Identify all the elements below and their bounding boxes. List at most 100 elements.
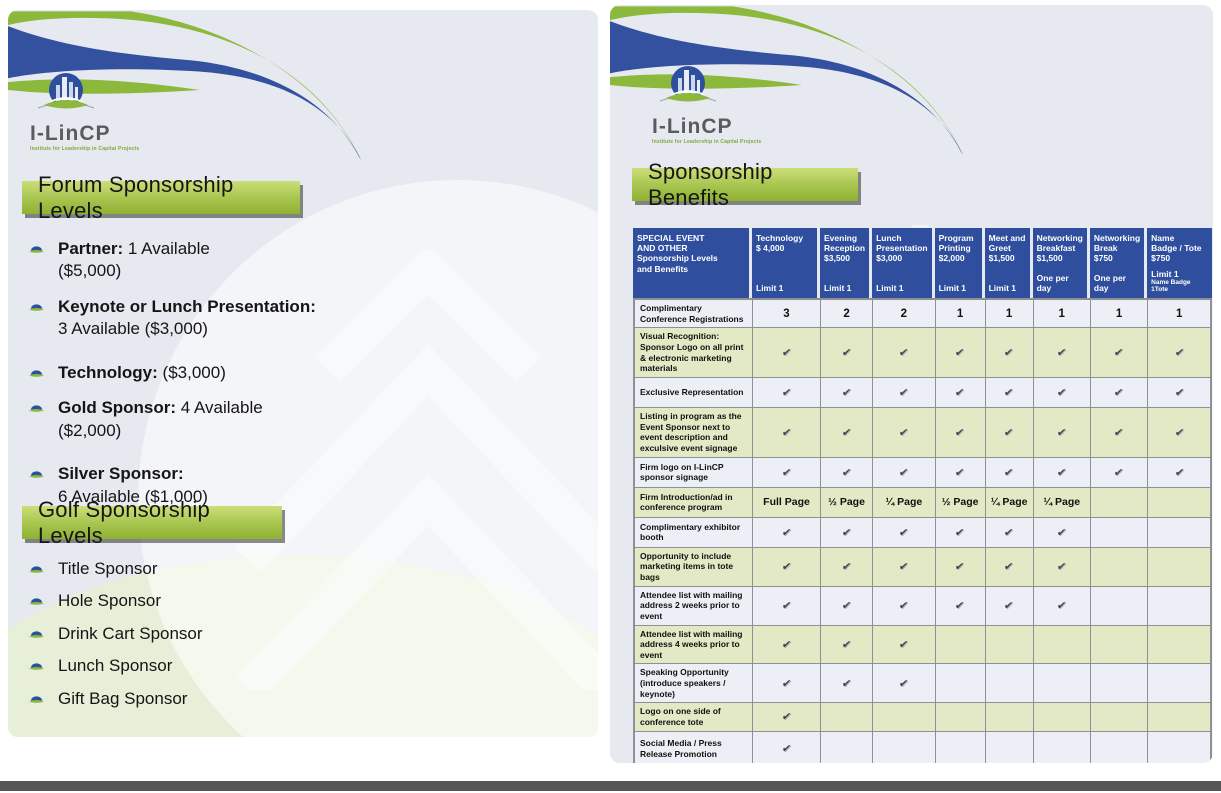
benefit-cell: ✔ [934,517,985,548]
check-icon: ✔ [1056,386,1068,399]
benefit-cell [820,731,873,763]
benefit-cell: 1 [934,298,985,329]
benefit-cell: ✔ [752,407,820,458]
check-icon: ✔ [954,426,966,439]
benefit-cell: 1 [984,298,1033,329]
list-item: Gold Sponsor: 4 Available ($2,000) [28,397,378,442]
benefit-row: Speaking Opportunity (introduce speakers… [633,664,1213,704]
check-icon: ✔ [780,426,792,439]
benefit-cell: ✔ [1089,377,1148,408]
check-icon: ✔ [841,466,852,479]
forum-banner-label: Forum Sponsorship Levels [38,171,234,223]
golf-banner: Golf Sponsorship Levels [22,497,282,548]
column-header: Program Printing $2,000 Limit 1 [934,228,985,298]
check-icon: ✔ [841,638,852,651]
check-icon: ✔ [954,561,966,574]
benefit-row-label: Complimentary Conference Registrations [633,298,752,329]
mini-logo-bullet-icon [28,471,45,478]
check-icon: ✔ [1003,426,1015,439]
column-header: Name Badge / Tote $750 Limit 1 Name Badge 1… [1147,228,1213,298]
benefit-cell: ✔ [934,547,985,587]
column-header: Meet and Greet $1,500 Limit 1 [984,228,1033,298]
check-icon: ✔ [1173,386,1185,399]
mini-logo-bullet-icon [28,696,45,703]
item-line2: ($5,000) [58,261,122,281]
check-icon: ✔ [954,386,966,399]
benefit-cell: ✔ [1147,377,1213,408]
check-icon: ✔ [898,526,910,539]
benefit-cell: ✔ [1032,328,1090,378]
benefit-cell: 2 [820,298,873,329]
check-icon: ✔ [1173,426,1185,439]
check-icon: ✔ [1113,466,1125,479]
benefit-cell: 2 [872,298,935,329]
mini-logo-bullet-icon [28,598,45,606]
item-title: Technology: [58,362,158,382]
benefit-cell: ✔ [752,625,820,665]
benefit-cell [820,703,873,732]
benefit-row-label: Speaking Opportunity (introduce speakers… [633,664,752,704]
check-icon: ✔ [1003,347,1015,359]
benefit-cell [1089,664,1148,704]
check-icon: ✔ [1003,386,1015,399]
ilincp-logo: I-LinCP Institute for Leadership in Capi… [30,72,180,152]
benefit-cell: ✔ [984,517,1033,548]
benefit-cell [1089,517,1148,548]
benefit-cell [1147,625,1213,665]
benefit-cell [1147,586,1213,626]
benefit-cell: ✔ [934,377,985,408]
golf-sponsorship-list: Title Sponsor Hole Sponsor Drink Cart Sp… [28,558,348,720]
check-icon: ✔ [898,466,910,479]
benefit-cell: ✔ [820,625,873,665]
benefit-cell: ¼ Page [1032,487,1090,518]
column-header: Technology $ 4,000 Limit 1 [752,228,820,298]
check-icon: ✔ [1003,561,1015,574]
benefit-cell: ✔ [820,328,873,378]
forum-banner: Forum Sponsorship Levels [22,172,300,223]
check-icon: ✔ [841,347,852,359]
benefit-cell [984,731,1033,763]
benefit-cell: ✔ [984,328,1033,378]
golf-item-label: Title Sponsor [58,559,158,578]
benefit-cell [1147,547,1213,587]
table-corner-label: SPECIAL EVENT AND OTHER Sponsorship Leve… [633,228,752,298]
check-icon: ✔ [1056,466,1068,479]
benefit-cell [1032,731,1090,763]
check-icon: ✔ [780,386,792,399]
benefit-cell: ✔ [1032,517,1090,548]
benefit-row: Logo on one side of conference tote ✔ [633,703,1213,732]
check-icon: ✔ [954,466,966,479]
footer-bar [0,781,1221,791]
benefit-cell: ✔ [820,664,873,704]
benefit-cell: ✔ [1032,377,1090,408]
benefit-cell: ✔ [1032,457,1090,488]
benefit-cell [984,625,1033,665]
benefit-row: Listing in program as the Event Sponsor … [633,407,1213,458]
golf-item-label: Gift Bag Sponsor [58,688,188,708]
benefit-cell: ✔ [820,517,873,548]
golf-item-label: Drink Cart Sponsor [58,623,203,643]
benefit-cell [934,703,985,732]
benefit-row: Visual Recognition: Sponsor Logo on all … [633,328,1213,378]
benefit-cell [984,703,1033,732]
ilincp-logo-icon [37,73,95,109]
check-icon: ✔ [841,526,852,539]
benefit-cell [1032,664,1090,704]
benefit-row: Complimentary exhibitor booth ✔ ✔ ✔ ✔ ✔ ✔ [633,517,1213,548]
list-item: Gift Bag Sponsor [28,688,348,710]
check-icon: ✔ [780,347,792,359]
benefit-cell: ✔ [752,664,820,704]
benefit-row: Opportunity to include marketing items i… [633,547,1213,587]
mini-logo-bullet-icon [28,304,45,311]
check-icon: ✔ [898,386,910,399]
benefits-banner-label: Sponsorship Benefits [648,158,773,210]
benefits-banner: Sponsorship Benefits [632,159,858,210]
benefit-cell: ✔ [820,547,873,587]
benefit-cell: ✔ [872,586,935,626]
benefit-cell [1032,625,1090,665]
check-icon: ✔ [898,347,910,359]
benefit-cell: ½ Page [820,487,873,518]
table-header-row: SPECIAL EVENT AND OTHER Sponsorship Leve… [633,228,1213,298]
check-icon: ✔ [1056,600,1068,613]
benefit-cell: ✔ [872,407,935,458]
